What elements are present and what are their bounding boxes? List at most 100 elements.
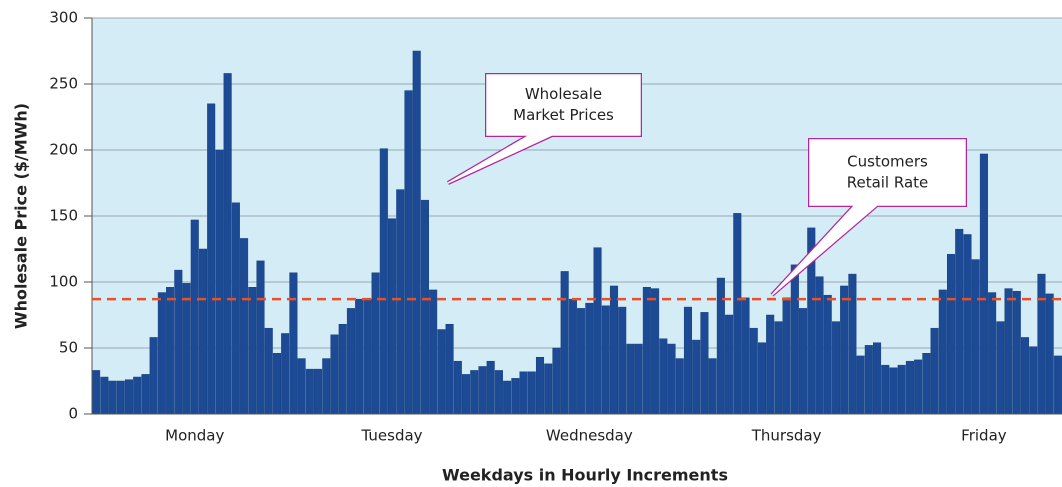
bar <box>338 323 347 415</box>
bar <box>544 363 553 415</box>
bar <box>905 360 914 415</box>
bar <box>174 269 183 415</box>
bar <box>215 149 224 415</box>
callout-text: Retail Rate <box>847 174 929 192</box>
bar <box>692 339 701 415</box>
x-tick-label: Tuesday <box>361 427 423 445</box>
bar <box>634 343 643 415</box>
bar <box>683 306 693 415</box>
y-tick-label: 250 <box>49 75 78 93</box>
bar <box>1004 288 1013 415</box>
bar <box>535 356 545 415</box>
bar <box>305 368 314 415</box>
bar <box>864 345 873 415</box>
bar <box>922 353 931 415</box>
bar <box>388 218 397 415</box>
bar <box>141 374 150 415</box>
bar <box>503 380 512 415</box>
bar <box>396 189 405 415</box>
bar <box>708 358 717 415</box>
callout-text: Customers <box>847 153 928 171</box>
bar <box>1029 346 1038 415</box>
bar <box>651 288 660 415</box>
bar <box>494 370 503 415</box>
bar <box>955 228 964 415</box>
bar <box>914 359 923 415</box>
callout: Wholesale Market Prices <box>446 73 642 185</box>
callout-inner <box>447 74 641 184</box>
bar <box>363 298 372 415</box>
bar <box>116 380 125 415</box>
bar <box>873 342 882 415</box>
bar <box>527 371 536 415</box>
bar <box>486 360 495 415</box>
bar <box>840 285 849 415</box>
x-tick-label: Wednesday <box>546 427 633 445</box>
bar <box>675 358 684 415</box>
bar <box>930 327 939 415</box>
bar <box>766 314 775 415</box>
bar <box>297 358 306 415</box>
callout: Customers Retail Rate <box>770 138 967 297</box>
bar <box>330 334 339 415</box>
bar <box>404 90 413 415</box>
y-tick-label: 200 <box>49 141 78 159</box>
bar <box>1045 293 1054 415</box>
bar <box>346 308 355 415</box>
bar <box>1053 355 1062 415</box>
bar <box>963 234 972 415</box>
bar <box>198 248 208 415</box>
bar <box>100 376 109 415</box>
bar <box>757 342 766 415</box>
callout-text: Wholesale <box>525 85 602 103</box>
bar <box>248 287 257 415</box>
bar <box>585 302 594 415</box>
bar <box>190 219 199 415</box>
bar <box>166 287 175 415</box>
x-tick-label: Thursday <box>751 427 822 445</box>
bar <box>560 271 569 415</box>
bar <box>511 378 520 415</box>
bar <box>124 379 134 415</box>
bar <box>667 343 676 415</box>
bar <box>659 338 668 415</box>
bar <box>782 297 791 415</box>
bar <box>272 353 281 415</box>
bar <box>815 276 824 415</box>
bar <box>256 260 265 415</box>
bar <box>157 292 166 415</box>
bar <box>881 364 890 415</box>
y-tick-label: 50 <box>59 339 78 357</box>
bar <box>478 366 487 415</box>
callout-inner <box>771 139 966 296</box>
bar <box>700 312 709 415</box>
bar <box>231 202 240 415</box>
callout-text: Market Prices <box>513 106 614 124</box>
bar <box>519 371 528 415</box>
bar <box>642 287 651 415</box>
bar <box>470 370 479 415</box>
bar <box>725 314 734 415</box>
bar <box>371 272 380 415</box>
bar <box>741 297 750 415</box>
bar <box>568 298 577 415</box>
bar <box>593 247 602 415</box>
bar <box>108 380 117 415</box>
bar <box>1020 337 1030 415</box>
bar <box>149 337 158 415</box>
bar <box>848 273 857 415</box>
bar <box>223 73 232 415</box>
bar <box>379 148 388 415</box>
bar <box>609 285 619 415</box>
bar <box>552 347 561 415</box>
bar <box>207 103 216 415</box>
bar <box>823 294 832 415</box>
bar <box>355 298 364 415</box>
y-tick-label: 150 <box>49 207 78 225</box>
bar <box>577 308 586 415</box>
bar <box>412 50 421 415</box>
bar <box>289 272 298 415</box>
bar <box>790 264 799 415</box>
y-tick-label: 0 <box>68 405 78 423</box>
